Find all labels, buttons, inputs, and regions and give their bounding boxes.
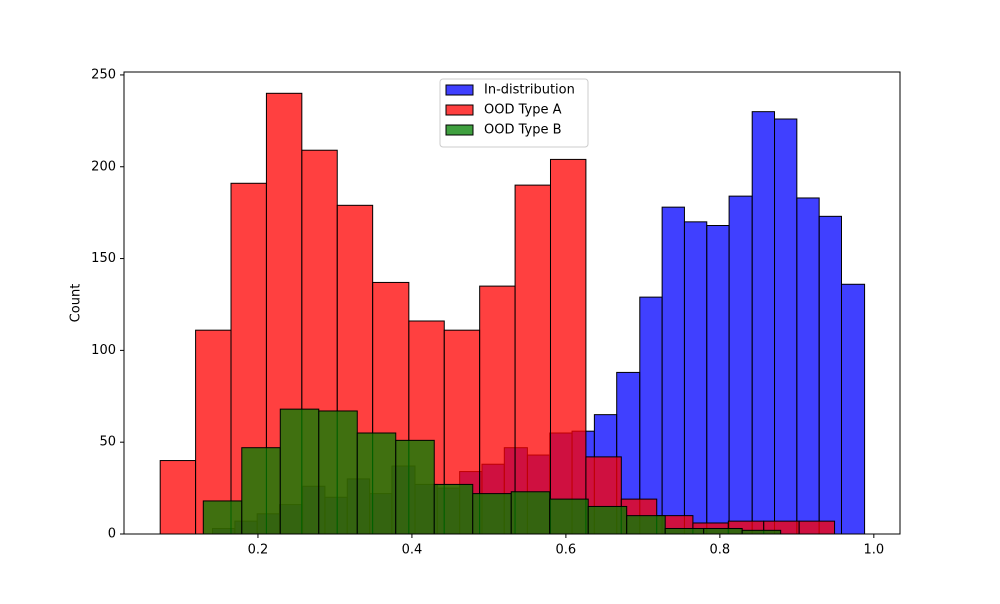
histogram-bar bbox=[639, 296, 663, 535]
histogram-bar bbox=[683, 221, 708, 535]
y-tick-label: 0 bbox=[108, 527, 116, 542]
histogram-bar bbox=[840, 283, 866, 535]
y-tick-label: 100 bbox=[91, 343, 116, 358]
histogram-bar bbox=[703, 527, 743, 535]
y-tick-label: 250 bbox=[91, 67, 116, 82]
histogram-bar bbox=[395, 439, 435, 535]
histogram-bar bbox=[510, 491, 551, 535]
x-tick-label: 0.2 bbox=[248, 543, 269, 558]
histogram-bar bbox=[796, 197, 820, 535]
histogram-bar bbox=[159, 460, 197, 535]
y-tick-label: 200 bbox=[91, 159, 116, 174]
histogram-bar bbox=[661, 206, 685, 535]
histogram-bar bbox=[549, 158, 587, 535]
x-tick-label: 0.6 bbox=[556, 543, 577, 558]
histogram-bar bbox=[741, 529, 782, 535]
histogram-bar bbox=[514, 184, 551, 535]
histogram-bar bbox=[479, 285, 516, 535]
histogram-bar bbox=[549, 498, 589, 535]
legend: In-distribution OOD Type A OOD Type B bbox=[439, 78, 589, 148]
legend-label: OOD Type A bbox=[484, 103, 562, 118]
plot-frame bbox=[123, 71, 901, 535]
legend-swatch bbox=[445, 104, 474, 116]
histogram-bar bbox=[356, 432, 397, 535]
histogram-bar bbox=[472, 493, 512, 535]
histogram-bar bbox=[195, 329, 232, 535]
histogram-bar bbox=[202, 500, 243, 535]
y-axis-label: Count bbox=[69, 284, 84, 323]
histogram-bar bbox=[751, 111, 776, 535]
legend-label: In-distribution bbox=[484, 83, 575, 98]
x-tick-label: 0.8 bbox=[710, 543, 731, 558]
legend-label: OOD Type B bbox=[484, 123, 562, 138]
histogram-bar bbox=[774, 118, 798, 535]
histogram-bar bbox=[798, 520, 836, 535]
x-tick-label: 1.0 bbox=[863, 543, 884, 558]
y-tick-label: 150 bbox=[91, 251, 116, 266]
legend-frame bbox=[439, 78, 589, 148]
histogram-bar bbox=[433, 483, 474, 535]
legend-swatch bbox=[445, 84, 474, 96]
histogram-bar bbox=[241, 447, 281, 535]
histogram-bar bbox=[706, 225, 730, 535]
x-tick-label: 0.4 bbox=[402, 543, 423, 558]
histogram-bar bbox=[279, 408, 320, 535]
histogram-bar bbox=[664, 527, 705, 535]
histogram-bar bbox=[728, 195, 753, 535]
legend-swatch bbox=[445, 124, 474, 136]
histogram-bar bbox=[587, 505, 628, 535]
histogram-bar bbox=[626, 515, 666, 535]
histogram-bar bbox=[318, 410, 358, 535]
histogram-bar bbox=[818, 215, 842, 535]
y-tick-label: 50 bbox=[99, 435, 116, 450]
